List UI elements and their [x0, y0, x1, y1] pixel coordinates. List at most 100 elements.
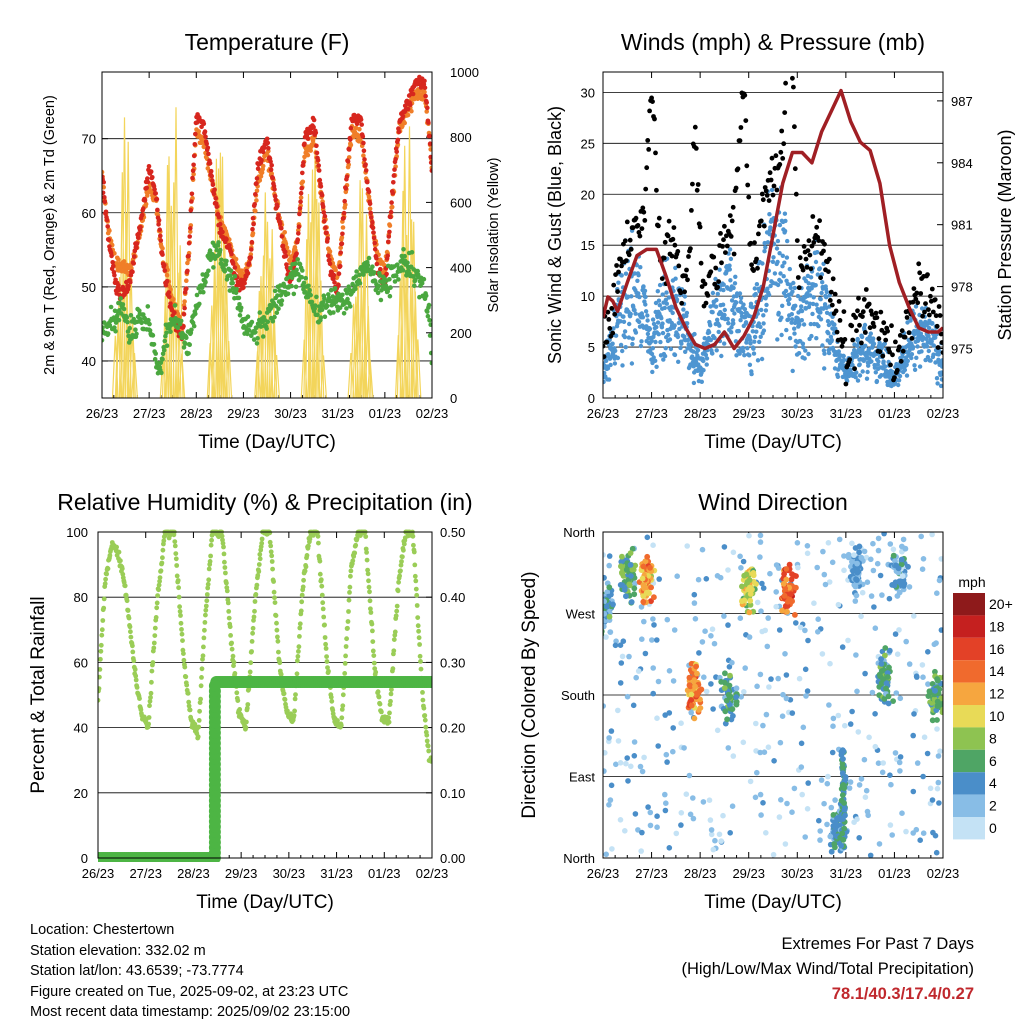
data-point	[731, 251, 737, 257]
data-point	[636, 319, 642, 325]
data-point	[817, 266, 822, 271]
y2-tick-label: 1000	[450, 65, 479, 80]
data-point	[201, 644, 206, 650]
data-point	[765, 615, 771, 621]
data-point	[357, 126, 362, 132]
data-point	[237, 302, 242, 307]
data-point	[386, 239, 391, 245]
data-point	[761, 749, 768, 755]
data-point	[308, 292, 314, 298]
data-point	[340, 703, 346, 709]
data-point	[175, 578, 181, 583]
data-point	[832, 322, 837, 327]
data-point	[272, 288, 278, 294]
data-point	[205, 145, 211, 151]
data-point	[841, 553, 847, 559]
data-point	[348, 573, 353, 579]
data-point	[371, 660, 377, 666]
x-tick-label: 27/23	[129, 866, 162, 881]
data-point	[331, 276, 336, 281]
data-point	[208, 168, 214, 174]
data-point	[773, 603, 779, 610]
data-point	[815, 272, 820, 277]
data-point	[279, 302, 284, 307]
data-point	[875, 535, 882, 542]
data-point	[650, 616, 656, 622]
data-point	[710, 351, 715, 356]
data-point	[748, 341, 753, 346]
data-point	[730, 549, 737, 556]
data-point	[642, 650, 649, 657]
data-point	[405, 260, 410, 266]
data-point	[618, 319, 623, 324]
data-point	[298, 195, 304, 200]
data-point	[391, 648, 397, 654]
data-point	[854, 343, 860, 348]
data-point	[428, 147, 432, 152]
data-point	[157, 578, 163, 584]
data-point	[886, 595, 893, 602]
data-point	[363, 534, 369, 539]
data-point	[924, 336, 929, 341]
data-point	[926, 325, 932, 331]
data-point	[177, 609, 183, 614]
data-point	[778, 271, 783, 276]
data-point	[203, 134, 208, 140]
data-point	[896, 382, 901, 388]
data-point	[421, 276, 427, 282]
data-point	[832, 291, 838, 297]
data-point	[315, 312, 320, 318]
data-point	[826, 269, 831, 274]
data-point	[610, 601, 616, 608]
data-point	[161, 347, 167, 353]
data-point	[631, 585, 638, 592]
data-point	[755, 358, 761, 363]
data-point	[147, 703, 152, 709]
data-point	[737, 615, 744, 621]
data-point	[792, 166, 798, 172]
data-point	[368, 606, 373, 612]
data-point	[728, 278, 733, 283]
data-point	[222, 565, 228, 570]
data-point	[802, 356, 807, 361]
data-point	[643, 309, 649, 314]
data-point	[931, 343, 936, 348]
data-point	[603, 634, 609, 640]
data-point	[817, 828, 823, 834]
data-point	[914, 760, 921, 766]
data-point	[388, 691, 394, 697]
data-point	[135, 235, 141, 240]
y-tick-label: 25	[581, 136, 595, 151]
data-point	[663, 346, 668, 351]
data-point	[639, 636, 645, 642]
y-tick-label: North	[563, 525, 595, 540]
data-point	[650, 346, 655, 351]
data-point	[191, 153, 197, 159]
data-point	[936, 304, 942, 309]
data-point	[638, 265, 643, 270]
x-tick-label: 26/23	[82, 866, 115, 881]
data-point	[366, 255, 372, 261]
data-point	[294, 267, 299, 273]
data-point	[930, 829, 936, 836]
data-point	[853, 375, 858, 380]
data-point	[423, 93, 428, 99]
data-point	[920, 773, 926, 780]
data-point	[367, 201, 373, 206]
data-point	[102, 185, 106, 190]
data-point	[292, 696, 298, 702]
data-point	[768, 283, 773, 289]
data-point	[98, 686, 102, 691]
data-point	[202, 129, 208, 134]
data-point	[677, 326, 682, 332]
data-point	[794, 238, 800, 244]
data-point	[748, 337, 753, 343]
data-point	[789, 57, 794, 62]
data-point	[199, 666, 205, 672]
data-point	[723, 250, 728, 256]
data-point	[798, 764, 805, 770]
data-point	[354, 269, 359, 274]
data-point	[830, 276, 836, 282]
data-point	[348, 568, 354, 574]
data-point	[795, 275, 801, 280]
